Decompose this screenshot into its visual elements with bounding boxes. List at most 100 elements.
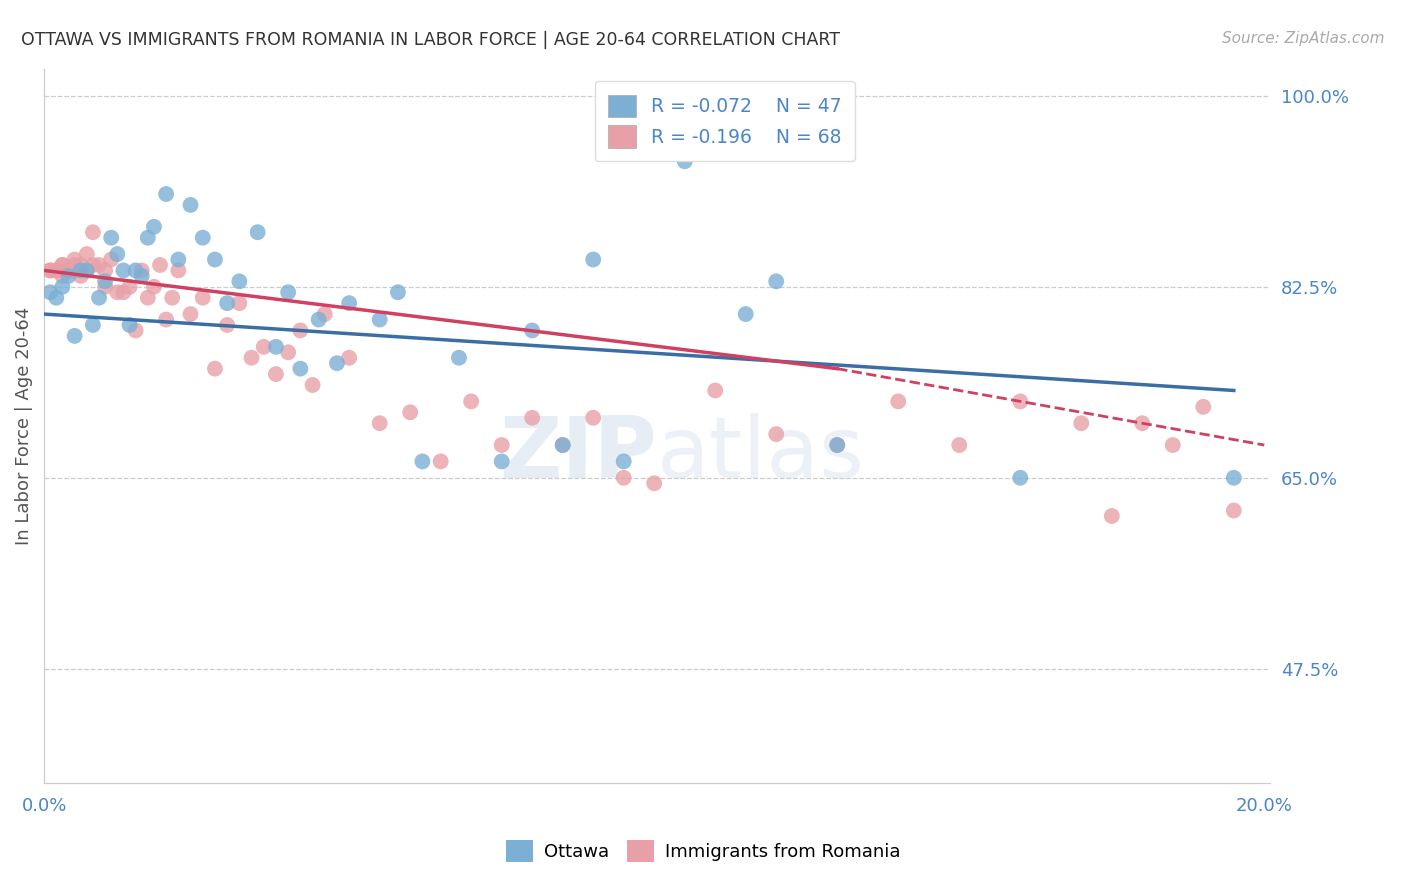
Point	[368, 416, 391, 430]
Point	[460, 394, 482, 409]
Point	[1010, 471, 1032, 485]
Point	[825, 438, 848, 452]
Point	[522, 410, 544, 425]
Point	[1192, 400, 1215, 414]
Point	[45, 263, 67, 277]
Point	[613, 471, 636, 485]
Point	[301, 378, 323, 392]
Point	[240, 351, 263, 365]
Point	[411, 454, 433, 468]
Point	[45, 263, 67, 277]
Point	[704, 384, 727, 398]
Point	[149, 258, 172, 272]
Point	[118, 318, 141, 332]
Y-axis label: In Labor Force | Age 20-64: In Labor Force | Age 20-64	[15, 307, 32, 545]
Point	[643, 476, 665, 491]
Text: atlas: atlas	[657, 413, 865, 496]
Point	[326, 356, 349, 370]
Point	[491, 454, 513, 468]
Point	[491, 438, 513, 452]
Point	[253, 340, 276, 354]
Point	[100, 230, 122, 244]
Point	[82, 225, 104, 239]
Point	[582, 252, 605, 267]
Point	[136, 291, 159, 305]
Point	[399, 405, 422, 419]
Point	[87, 291, 110, 305]
Point	[522, 323, 544, 337]
Text: ZIP: ZIP	[499, 413, 657, 496]
Point	[277, 345, 299, 359]
Point	[1101, 508, 1123, 523]
Point	[765, 427, 787, 442]
Point	[191, 230, 214, 244]
Point	[124, 263, 146, 277]
Point	[264, 367, 287, 381]
Point	[429, 454, 451, 468]
Point	[51, 280, 73, 294]
Point	[112, 285, 135, 300]
Point	[290, 361, 312, 376]
Point	[82, 258, 104, 272]
Text: Source: ZipAtlas.com: Source: ZipAtlas.com	[1222, 31, 1385, 46]
Point	[39, 263, 62, 277]
Point	[160, 291, 183, 305]
Point	[87, 258, 110, 272]
Point	[94, 274, 117, 288]
Point	[1223, 503, 1246, 517]
Point	[734, 307, 756, 321]
Legend: Ottawa, Immigrants from Romania: Ottawa, Immigrants from Romania	[499, 833, 907, 870]
Point	[277, 285, 299, 300]
Point	[387, 285, 409, 300]
Point	[368, 312, 391, 326]
Point	[1223, 471, 1246, 485]
Point	[948, 438, 970, 452]
Point	[191, 291, 214, 305]
Point	[69, 263, 91, 277]
Point	[131, 263, 153, 277]
Point	[39, 263, 62, 277]
Text: OTTAWA VS IMMIGRANTS FROM ROMANIA IN LABOR FORCE | AGE 20-64 CORRELATION CHART: OTTAWA VS IMMIGRANTS FROM ROMANIA IN LAB…	[21, 31, 841, 49]
Point	[69, 268, 91, 283]
Point	[112, 263, 135, 277]
Point	[314, 307, 336, 321]
Point	[76, 247, 98, 261]
Legend: R = -0.072    N = 47, R = -0.196    N = 68: R = -0.072 N = 47, R = -0.196 N = 68	[595, 81, 855, 161]
Point	[82, 318, 104, 332]
Point	[155, 187, 177, 202]
Point	[76, 263, 98, 277]
Point	[167, 252, 190, 267]
Point	[63, 252, 86, 267]
Point	[551, 438, 574, 452]
Point	[1130, 416, 1153, 430]
Point	[825, 438, 848, 452]
Point	[551, 438, 574, 452]
Point	[1010, 394, 1032, 409]
Point	[246, 225, 269, 239]
Point	[337, 296, 360, 310]
Point	[337, 351, 360, 365]
Point	[264, 340, 287, 354]
Point	[217, 318, 239, 332]
Point	[228, 274, 250, 288]
Point	[118, 280, 141, 294]
Point	[887, 394, 910, 409]
Point	[45, 291, 67, 305]
Point	[142, 219, 165, 234]
Point	[204, 252, 226, 267]
Point	[124, 323, 146, 337]
Point	[51, 258, 73, 272]
Point	[39, 285, 62, 300]
Point	[63, 329, 86, 343]
Point	[76, 263, 98, 277]
Point	[217, 296, 239, 310]
Point	[765, 274, 787, 288]
Point	[51, 268, 73, 283]
Point	[51, 258, 73, 272]
Point	[142, 280, 165, 294]
Point	[155, 312, 177, 326]
Point	[63, 263, 86, 277]
Point	[100, 252, 122, 267]
Point	[180, 307, 202, 321]
Point	[582, 410, 605, 425]
